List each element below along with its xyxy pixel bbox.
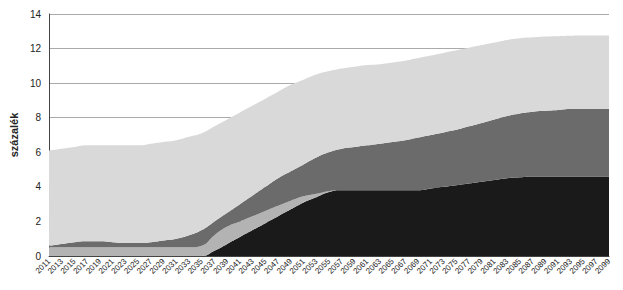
svg-text:2069: 2069 (402, 256, 422, 276)
svg-text:10: 10 (30, 78, 42, 89)
svg-text:2089: 2089 (529, 256, 549, 276)
svg-text:2033: 2033 (173, 256, 193, 276)
svg-text:2045: 2045 (249, 256, 269, 276)
svg-text:2: 2 (35, 216, 41, 227)
svg-text:2083: 2083 (491, 256, 511, 276)
svg-text:2075: 2075 (440, 256, 460, 276)
svg-text:2011: 2011 (33, 256, 53, 276)
svg-text:százalék: százalék (8, 112, 20, 158)
svg-text:2015: 2015 (58, 256, 78, 276)
svg-text:2081: 2081 (478, 256, 498, 276)
svg-text:2077: 2077 (453, 256, 473, 276)
svg-text:8: 8 (35, 112, 41, 123)
svg-text:2019: 2019 (84, 256, 104, 276)
svg-text:2055: 2055 (313, 256, 333, 276)
svg-text:2061: 2061 (351, 256, 371, 276)
svg-text:2017: 2017 (71, 256, 91, 276)
svg-text:12: 12 (30, 43, 42, 54)
svg-text:2091: 2091 (542, 256, 562, 276)
svg-text:2057: 2057 (326, 256, 345, 276)
svg-text:2013: 2013 (46, 256, 65, 276)
svg-text:2035: 2035 (186, 256, 205, 276)
svg-text:2065: 2065 (376, 256, 396, 276)
svg-text:2097: 2097 (580, 256, 600, 276)
svg-text:2071: 2071 (415, 256, 434, 276)
svg-text:2023: 2023 (109, 256, 129, 276)
svg-text:2029: 2029 (147, 256, 167, 276)
svg-text:2021: 2021 (96, 256, 116, 276)
svg-text:2073: 2073 (427, 256, 447, 276)
svg-text:4: 4 (35, 181, 41, 192)
svg-text:2093: 2093 (555, 256, 574, 276)
svg-text:2039: 2039 (211, 256, 231, 276)
svg-text:2025: 2025 (122, 256, 142, 276)
svg-text:2067: 2067 (389, 256, 409, 276)
svg-text:2087: 2087 (516, 256, 536, 276)
svg-text:2099: 2099 (593, 256, 612, 275)
svg-text:2037: 2037 (198, 256, 218, 276)
svg-text:2027: 2027 (135, 256, 154, 276)
svg-text:2047: 2047 (262, 256, 282, 276)
svg-text:2059: 2059 (338, 256, 358, 276)
svg-text:2041: 2041 (224, 256, 244, 276)
svg-text:14: 14 (30, 9, 42, 20)
svg-text:2085: 2085 (504, 256, 524, 276)
svg-text:2053: 2053 (300, 256, 320, 276)
svg-text:2063: 2063 (364, 256, 384, 276)
svg-text:2043: 2043 (236, 256, 256, 276)
svg-text:2031: 2031 (160, 256, 180, 276)
svg-text:2095: 2095 (567, 256, 587, 276)
svg-text:2079: 2079 (466, 256, 485, 276)
svg-text:2051: 2051 (287, 256, 307, 276)
svg-text:2049: 2049 (275, 256, 294, 276)
svg-text:6: 6 (35, 147, 41, 158)
svg-text:0: 0 (35, 251, 41, 262)
